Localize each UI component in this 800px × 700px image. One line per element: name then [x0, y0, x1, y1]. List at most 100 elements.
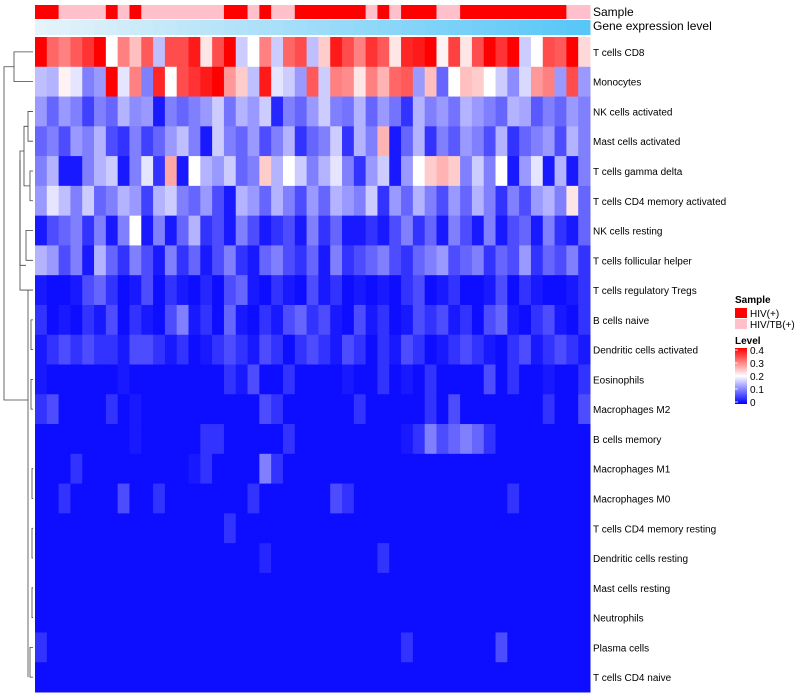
gene-level-cell: [271, 20, 284, 35]
heatmap-cell: [176, 66, 190, 98]
heatmap-cell: [377, 394, 390, 425]
heatmap-cell: [164, 602, 178, 633]
heatmap-cell: [164, 126, 178, 157]
heatmap-cell: [365, 37, 378, 68]
heatmap-cell: [70, 215, 83, 246]
heatmap-cell: [235, 602, 249, 633]
heatmap-cell: [94, 602, 107, 633]
heatmap-cell: [542, 394, 556, 425]
heatmap-cell: [448, 66, 461, 98]
heatmap-cell: [519, 632, 532, 663]
heatmap-cell: [58, 632, 71, 663]
heatmap-cell: [176, 334, 190, 365]
heatmap-cell: [401, 156, 414, 187]
heatmap-cell: [188, 572, 201, 604]
gene-level-cell: [542, 20, 556, 35]
heatmap-cell: [188, 245, 201, 276]
heatmap-cell: [70, 572, 83, 604]
heatmap-cell: [542, 185, 556, 217]
heatmap-cell: [46, 632, 60, 663]
heatmap-cell: [471, 126, 485, 157]
heatmap-cell: [330, 275, 343, 306]
heatmap-cell: [330, 37, 343, 68]
heatmap-cell: [82, 304, 95, 336]
heatmap-cell: [70, 66, 83, 98]
heatmap-cell: [129, 572, 142, 604]
row-label: B cells memory: [593, 435, 661, 446]
heatmap-cell: [318, 394, 331, 425]
heatmap-cell: [282, 66, 296, 98]
heatmap-cell: [200, 394, 213, 425]
gene-level-cell: [330, 20, 343, 35]
gene-level-cell: [530, 20, 544, 35]
heatmap-cell: [271, 275, 284, 306]
heatmap-cell: [578, 394, 591, 425]
heatmap-cell: [424, 602, 437, 633]
heatmap-cell: [129, 483, 142, 514]
heatmap-cell: [460, 543, 473, 574]
heatmap-cell: [82, 513, 95, 544]
heatmap-cell: [141, 215, 154, 246]
heatmap-cell: [259, 275, 272, 306]
heatmap-cell: [377, 304, 390, 336]
heatmap-cell: [94, 453, 107, 485]
sample-annotation-cell: [530, 5, 544, 19]
heatmap-cell: [389, 483, 402, 514]
heatmap-cell: [294, 334, 308, 365]
heatmap-cell: [460, 334, 473, 365]
heatmap-cell: [412, 453, 426, 485]
heatmap-cell: [365, 156, 378, 187]
heatmap-cell: [46, 424, 60, 455]
heatmap-cell: [46, 662, 60, 693]
heatmap-cell: [318, 126, 331, 157]
heatmap-cell: [448, 394, 461, 425]
heatmap-cell: [105, 602, 119, 633]
heatmap-cell: [129, 245, 142, 276]
heatmap-cell: [259, 483, 272, 514]
heatmap-cell: [176, 453, 190, 485]
heatmap-cell: [365, 632, 378, 663]
heatmap-cell: [176, 572, 190, 604]
heatmap-cell: [141, 66, 154, 98]
heatmap-cell: [377, 572, 390, 604]
heatmap-cell: [164, 156, 178, 187]
heatmap-cell: [117, 304, 130, 336]
level-tick-label: 0.2: [750, 372, 764, 383]
heatmap-cell: [330, 304, 343, 336]
heatmap-cell: [141, 543, 154, 574]
heatmap-cell: [200, 364, 213, 395]
sample-annotation-cell: [318, 5, 331, 19]
heatmap-cell: [412, 156, 426, 187]
heatmap-cell: [141, 37, 154, 68]
heatmap-cell: [271, 66, 284, 98]
heatmap-cell: [117, 245, 130, 276]
heatmap-cell: [530, 185, 544, 217]
heatmap-cell: [82, 602, 95, 633]
heatmap-cell: [530, 632, 544, 663]
sample-annotation-cell: [353, 5, 367, 19]
heatmap-cell: [448, 364, 461, 395]
heatmap-cell: [424, 662, 437, 693]
heatmap-cell: [460, 304, 473, 336]
heatmap-cell: [141, 96, 154, 127]
heatmap-cell: [282, 543, 296, 574]
heatmap-cell: [424, 334, 437, 365]
sample-annotation-cell: [259, 5, 272, 19]
heatmap-cell: [460, 275, 473, 306]
heatmap-cell: [389, 156, 402, 187]
heatmap-cell: [164, 453, 178, 485]
sample-annotation-cell: [35, 5, 48, 19]
heatmap-cell: [365, 126, 378, 157]
heatmap-cell: [212, 572, 225, 604]
heatmap-cell: [35, 185, 48, 217]
heatmap-cell: [176, 126, 190, 157]
heatmap-cell: [578, 215, 591, 246]
heatmap-cell: [566, 37, 579, 68]
heatmap-cell: [188, 96, 201, 127]
heatmap-cell: [282, 156, 296, 187]
gene-level-cell: [495, 20, 508, 35]
gene-level-cell: [82, 20, 95, 35]
heatmap-cell: [94, 126, 107, 157]
gene-level-cell: [282, 20, 296, 35]
heatmap-cell: [342, 543, 355, 574]
